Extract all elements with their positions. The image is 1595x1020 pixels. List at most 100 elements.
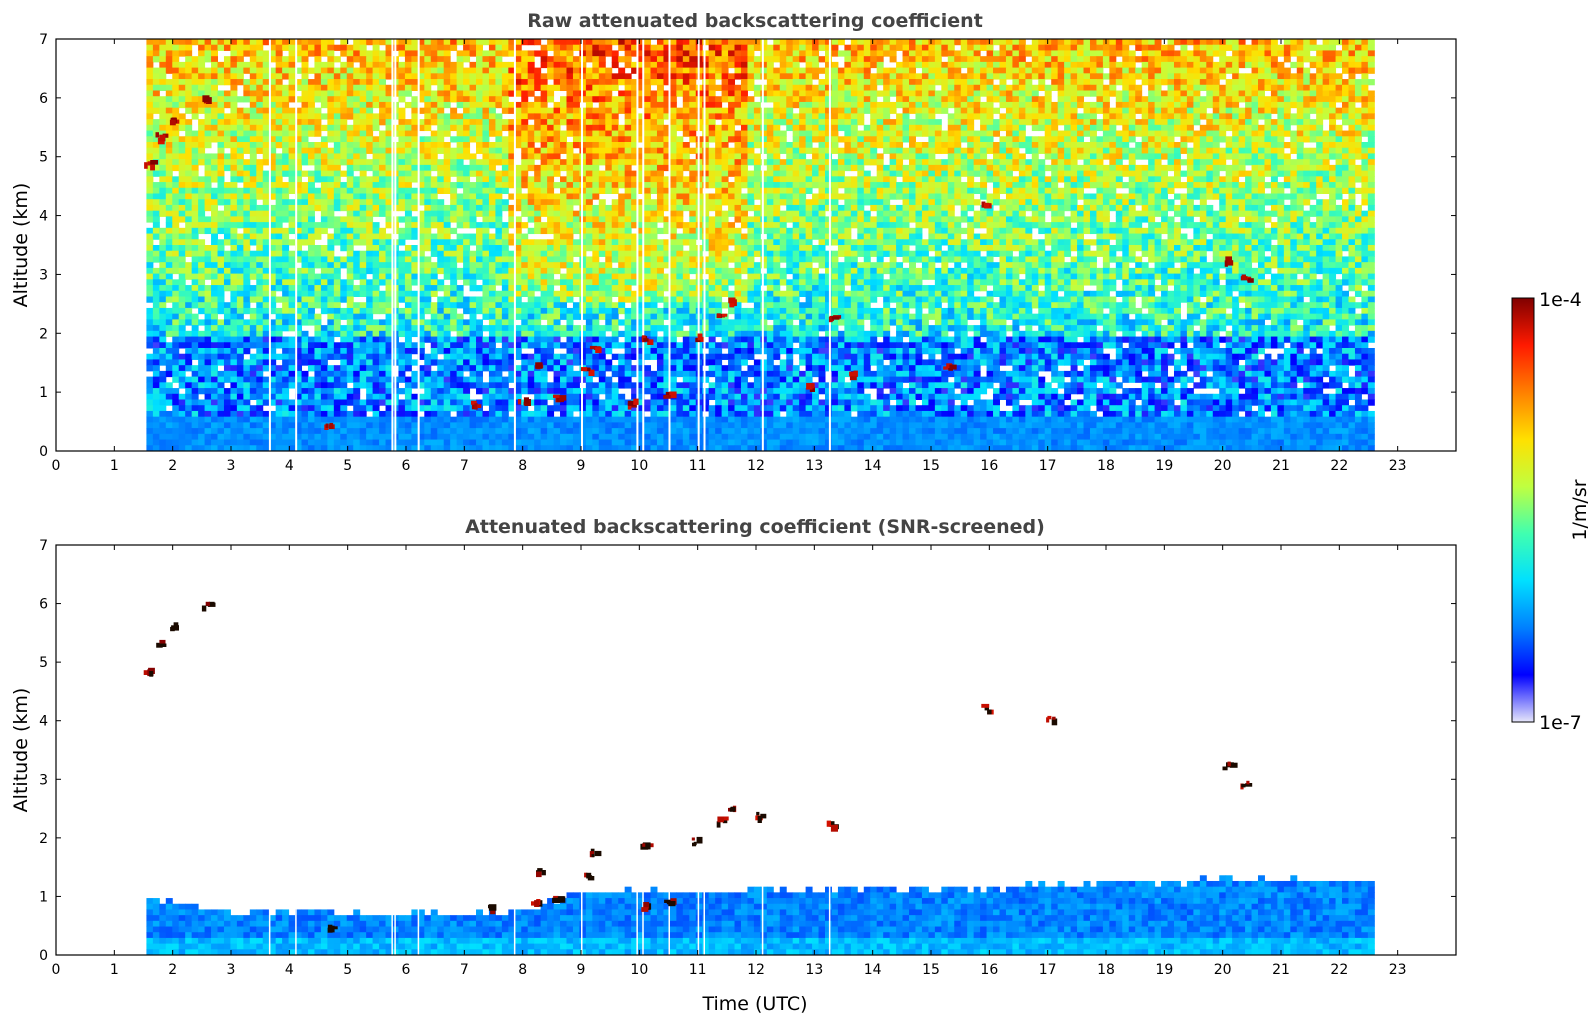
heatmap-cell (999, 101, 1007, 109)
heatmap-cell (812, 96, 820, 103)
heatmap-cell (443, 153, 451, 160)
heatmap-cell (999, 84, 1007, 91)
heatmap-cell (514, 84, 522, 91)
heatmap-cell (799, 119, 807, 126)
heatmap-cell (1335, 90, 1343, 97)
heatmap-cell (1141, 56, 1149, 63)
heatmap-cell (973, 153, 981, 160)
heatmap-cell (702, 199, 710, 206)
heatmap-cell (424, 170, 432, 177)
heatmap-cell (825, 113, 832, 120)
heatmap-cell (1044, 90, 1052, 97)
heatmap-cell (831, 61, 839, 69)
heatmap-cell (307, 142, 315, 149)
heatmap-cell (1277, 124, 1285, 132)
heatmap-cell (921, 119, 929, 126)
heatmap-cell (1031, 159, 1039, 166)
heatmap-cell (980, 61, 988, 69)
heatmap-cell (1141, 164, 1149, 172)
heatmap-cell (1051, 67, 1059, 74)
heatmap-cell (262, 153, 270, 160)
heatmap-cell (844, 153, 852, 160)
heatmap-cell (1283, 159, 1291, 166)
heatmap-cell (1238, 50, 1246, 57)
heatmap-cell (340, 170, 348, 177)
heatmap-cell (456, 176, 464, 183)
heatmap-cell (527, 130, 535, 137)
heatmap-cell (954, 39, 962, 46)
heatmap-cell (249, 153, 257, 160)
heatmap-cell (954, 101, 962, 109)
heatmap-cell (366, 84, 374, 91)
heatmap-cell (805, 182, 813, 189)
heatmap-cell (605, 67, 613, 74)
heatmap-cell (223, 124, 231, 132)
heatmap-cell (1342, 90, 1349, 97)
heatmap-cell (333, 44, 341, 51)
heatmap-cell (1083, 119, 1091, 126)
heatmap-cell (275, 187, 283, 194)
heatmap-cell (417, 119, 425, 126)
heatmap-cell (1077, 176, 1085, 183)
heatmap-cell (850, 153, 858, 160)
heatmap-cell (663, 182, 671, 189)
heatmap-cell (191, 67, 199, 74)
heatmap-cell (1064, 130, 1072, 137)
heatmap-cell (954, 56, 962, 63)
heatmap-cell (669, 193, 677, 200)
heatmap-cell (417, 136, 425, 143)
heatmap-cell (366, 61, 374, 69)
heatmap-cell (1102, 130, 1110, 137)
heatmap-cell (721, 153, 729, 160)
heatmap-cell (812, 90, 820, 97)
heatmap-cell (689, 84, 697, 91)
heatmap-cell (1367, 170, 1375, 177)
heatmap-cell (295, 176, 303, 183)
heatmap-cell (605, 50, 613, 57)
heatmap-cell (540, 44, 548, 51)
heatmap-cell (611, 101, 619, 109)
heatmap-cell (779, 73, 787, 80)
heatmap-cell (1031, 176, 1039, 183)
heatmap-cell (340, 159, 348, 166)
heatmap-cell (1115, 50, 1123, 57)
heatmap-cell (1109, 153, 1117, 160)
heatmap-cell (760, 67, 768, 74)
heatmap-cell (682, 147, 690, 154)
heatmap-cell (1018, 67, 1026, 74)
heatmap-cell (1348, 164, 1356, 172)
heatmap-cell (857, 113, 865, 120)
heatmap-cell (1199, 153, 1207, 160)
heatmap-cell (779, 44, 787, 51)
heatmap-cell (547, 142, 555, 149)
heatmap-cell (689, 182, 697, 189)
heatmap-cell (417, 39, 425, 46)
heatmap-cell (282, 67, 290, 74)
heatmap-cell (870, 113, 878, 120)
heatmap-cell (1186, 176, 1194, 183)
heatmap-cell (411, 130, 419, 137)
heatmap-cell (1031, 90, 1039, 97)
heatmap-cell (223, 113, 231, 120)
heatmap-cell (1348, 56, 1356, 63)
heatmap-cell (1154, 39, 1162, 46)
heatmap-cell (411, 44, 419, 51)
heatmap-cell (876, 50, 884, 57)
heatmap-cell (650, 136, 658, 143)
heatmap-cell (372, 84, 380, 91)
heatmap-cell (1005, 84, 1013, 91)
heatmap-cell (1225, 187, 1233, 194)
heatmap-cell (379, 182, 387, 189)
heatmap-cell (172, 193, 180, 200)
heatmap-cell (805, 124, 813, 132)
heatmap-cell (818, 159, 826, 166)
heatmap-cell (805, 84, 813, 91)
heatmap-cell (1031, 67, 1039, 74)
heatmap-cell (844, 73, 852, 80)
heatmap-cell (773, 39, 781, 46)
heatmap-cell (243, 147, 251, 154)
heatmap-cell (1219, 113, 1227, 120)
heatmap-cell (1057, 67, 1065, 74)
heatmap-cell (424, 39, 432, 46)
heatmap-cell (585, 101, 593, 109)
